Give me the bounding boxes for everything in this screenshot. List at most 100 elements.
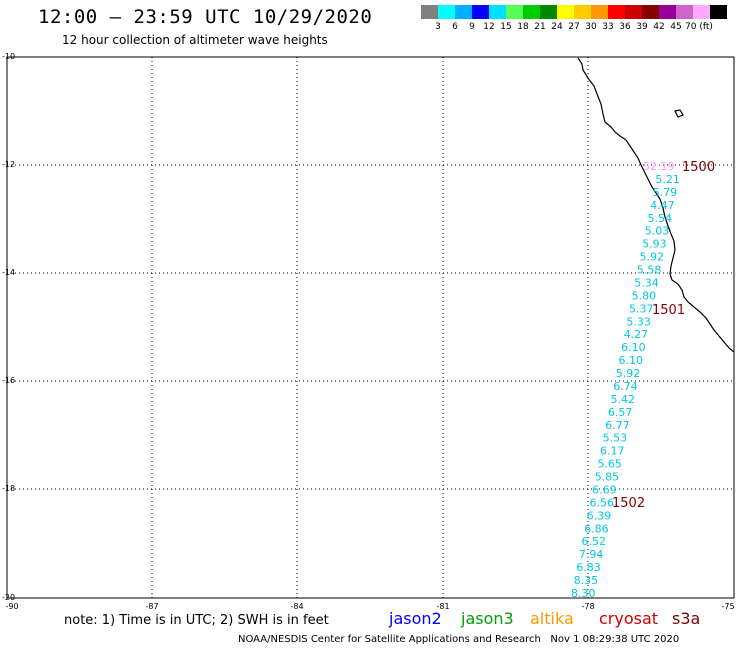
longitude-label: -90 bbox=[5, 602, 19, 611]
wave-height-value: 6.52 bbox=[582, 535, 607, 548]
longitude-label: -84 bbox=[290, 602, 304, 611]
scale-swatch bbox=[540, 5, 557, 19]
wave-height-value: 6.77 bbox=[605, 419, 630, 432]
longitude-label: -78 bbox=[581, 602, 595, 611]
satellite-legend-jason2: jason2 bbox=[389, 609, 442, 628]
wave-height-value: 5.92 bbox=[616, 367, 641, 380]
wave-height-value: 6.17 bbox=[600, 445, 625, 458]
credit-line: NOAA/NESDIS Center for Satellite Applica… bbox=[238, 634, 679, 645]
scale-swatch bbox=[506, 5, 523, 19]
latitude-label: -14 bbox=[2, 268, 16, 277]
wave-height-value: 5.80 bbox=[632, 289, 657, 302]
scale-label: 9 bbox=[469, 22, 475, 32]
wave-height-value: 8.30 bbox=[571, 587, 596, 600]
wave-height-value: 52.19 bbox=[643, 160, 675, 173]
wave-height-value: 4.27 bbox=[624, 328, 649, 341]
scale-label: 3 bbox=[435, 22, 441, 32]
scale-swatch bbox=[489, 5, 506, 19]
scale-swatch bbox=[523, 5, 540, 19]
wave-height-value: 5.85 bbox=[595, 471, 620, 484]
scale-swatch bbox=[455, 5, 472, 19]
wave-height-value: 5.34 bbox=[634, 277, 659, 290]
scale-label: 12 bbox=[483, 22, 495, 32]
latitude-label: -12 bbox=[2, 160, 16, 169]
wave-height-value: 5.58 bbox=[637, 264, 662, 277]
wave-height-value: 5.37 bbox=[629, 302, 654, 315]
scale-swatch bbox=[608, 5, 625, 19]
scale-swatch bbox=[625, 5, 642, 19]
wave-height-value: 5.92 bbox=[640, 251, 665, 264]
scale-label: 21 bbox=[534, 22, 546, 32]
wave-height-value: 5.33 bbox=[626, 315, 651, 328]
wave-height-value: 6.86 bbox=[584, 522, 609, 535]
time-marker-label: 1500 bbox=[682, 160, 715, 175]
coastline bbox=[577, 57, 735, 353]
color-scale-bar bbox=[421, 5, 727, 19]
scale-swatch bbox=[438, 5, 455, 19]
satellite-legend-s3a: s3a bbox=[672, 609, 701, 628]
scale-label: 18 bbox=[517, 22, 529, 32]
scale-label: 70 (ft) bbox=[685, 22, 713, 32]
scale-label: 27 bbox=[568, 22, 580, 32]
longitude-label: -87 bbox=[145, 602, 159, 611]
scale-label: 42 bbox=[653, 22, 665, 32]
satellite-legend-altika: altika bbox=[530, 609, 574, 628]
satellite-legend-jason3: jason3 bbox=[461, 609, 514, 628]
scale-swatch bbox=[676, 5, 693, 19]
wave-height-value: 5.79 bbox=[653, 186, 678, 199]
satellite-legend-cryosat: cryosat bbox=[599, 609, 659, 628]
wave-height-value: 5.54 bbox=[648, 212, 673, 225]
scale-swatch bbox=[710, 5, 727, 19]
time-markers: 1500 1501 1502 bbox=[612, 160, 715, 511]
wave-height-value: 6.56 bbox=[590, 496, 615, 509]
latitude-label: -10 bbox=[2, 52, 16, 61]
scale-label: 45 bbox=[670, 22, 682, 32]
longitude-label: -81 bbox=[436, 602, 450, 611]
credit-text: NOAA/NESDIS Center for Satellite Applica… bbox=[238, 634, 541, 645]
wave-height-value: 5.03 bbox=[645, 225, 670, 238]
wave-height-value: 6.83 bbox=[576, 561, 601, 574]
credit-timestamp: Nov 1 08:29:38 UTC 2020 bbox=[550, 634, 680, 645]
footnote: note: 1) Time is in UTC; 2) SWH is in fe… bbox=[64, 613, 329, 628]
time-marker-label: 1501 bbox=[652, 303, 685, 318]
scale-label: 36 bbox=[619, 22, 631, 32]
scale-label: 24 bbox=[551, 22, 563, 32]
wave-height-value: 6.57 bbox=[608, 406, 633, 419]
wave-height-value: 5.93 bbox=[642, 238, 667, 251]
time-marker-label: 1502 bbox=[612, 496, 645, 511]
wave-height-value: 6.10 bbox=[619, 354, 644, 367]
scale-swatch bbox=[591, 5, 608, 19]
wave-height-value: 8.35 bbox=[574, 574, 599, 587]
scale-label: 33 bbox=[602, 22, 614, 32]
wave-height-value: 5.53 bbox=[603, 432, 628, 445]
wave-height-value: 5.21 bbox=[655, 173, 680, 186]
scale-swatch bbox=[693, 5, 710, 19]
latitude-label: -20 bbox=[2, 593, 16, 602]
scale-label: 15 bbox=[500, 22, 512, 32]
wave-height-value: 6.39 bbox=[587, 509, 612, 522]
wave-height-value: 6.10 bbox=[621, 341, 646, 354]
island bbox=[674, 109, 684, 118]
wave-height-value: 6.69 bbox=[592, 484, 617, 497]
scale-swatch bbox=[557, 5, 574, 19]
scale-label: 30 bbox=[585, 22, 597, 32]
page-subtitle: 12 hour collection of altimeter wave hei… bbox=[62, 33, 328, 47]
page-title: 12:00 – 23:59 UTC 10/29/2020 bbox=[38, 6, 373, 28]
wave-height-value: 5.42 bbox=[611, 393, 636, 406]
longitude-label: -75 bbox=[721, 602, 735, 611]
scale-swatch bbox=[642, 5, 659, 19]
scale-swatch bbox=[659, 5, 676, 19]
latitude-label: -18 bbox=[2, 484, 16, 493]
wave-height-value: 6.74 bbox=[613, 380, 638, 393]
wave-height-value: 4.47 bbox=[650, 199, 675, 212]
scale-swatch bbox=[421, 5, 438, 19]
color-scale-labels: 3 6 9 12 15 18 21 24 27 30 33 36 39 42 45 70 (ft) bbox=[421, 22, 731, 34]
scale-label: 39 bbox=[636, 22, 648, 32]
latitude-label: -16 bbox=[2, 376, 16, 385]
scale-label: 6 bbox=[452, 22, 458, 32]
scale-swatch bbox=[574, 5, 591, 19]
wave-height-value: 5.65 bbox=[597, 458, 622, 471]
wave-height-value: 7.94 bbox=[579, 548, 604, 561]
scale-swatch bbox=[472, 5, 489, 19]
